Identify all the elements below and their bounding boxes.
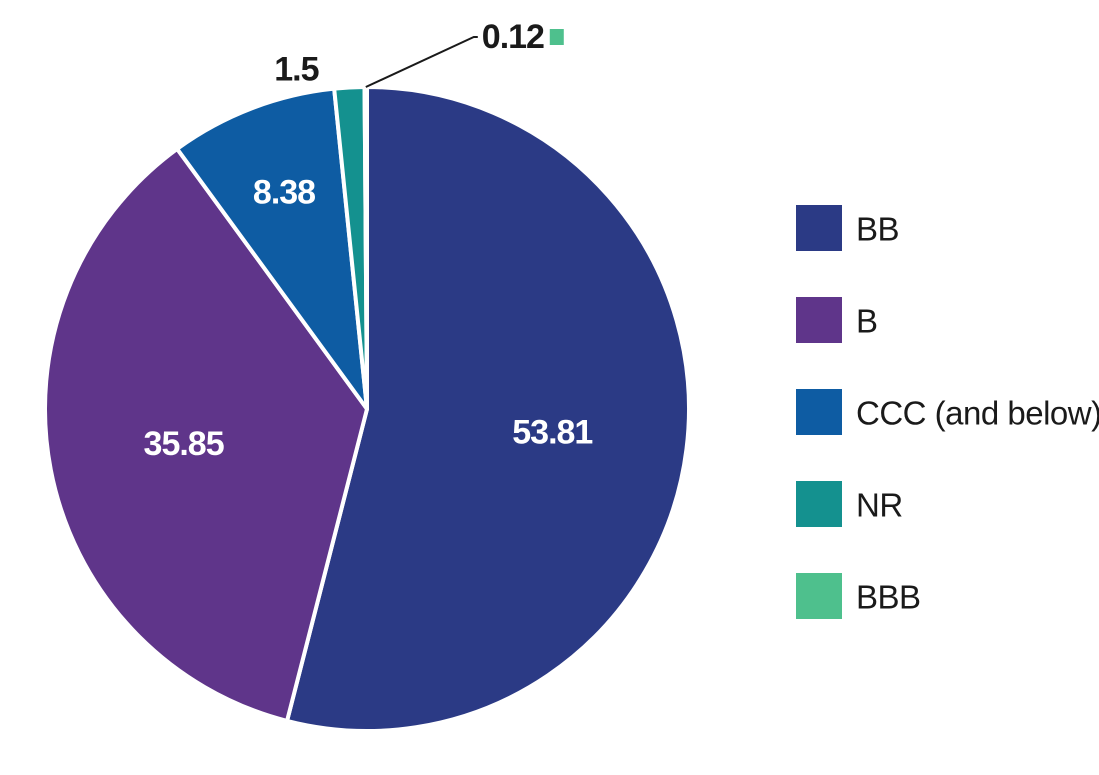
legend-label-bb: BB — [856, 211, 899, 248]
callout-swatch-bbb — [549, 29, 564, 45]
legend-item-bbb: BBB — [796, 573, 921, 619]
callout-line-bbb — [365, 36, 478, 88]
legend-item-b: B — [796, 297, 878, 343]
legend-item-ccc-and-below: CCC (and below) — [796, 389, 1099, 435]
legend-label-bbb: BBB — [856, 579, 921, 616]
pie-slice-ccc-and-below — [175, 86, 369, 411]
legend-label-ccc-and-below: CCC (and below) — [856, 395, 1099, 432]
legend-swatch-ccc-and-below — [796, 389, 842, 435]
legend-swatch-b — [796, 297, 842, 343]
slice-label-nr: 1.5 — [274, 51, 318, 89]
slice-label-bb: 53.81 — [512, 413, 592, 451]
legend-label-b: B — [856, 303, 878, 340]
slice-label-b: 35.85 — [144, 425, 224, 463]
legend-item-nr: NR — [796, 481, 903, 527]
pie-slice-bb — [285, 85, 691, 733]
pie-slice-b — [43, 146, 369, 723]
pie-slices — [43, 85, 691, 733]
legend-swatch-bbb — [796, 573, 842, 619]
legend-swatch-nr — [796, 481, 842, 527]
slice-label-bbb: 0.12 — [482, 18, 544, 56]
legend-label-nr: NR — [856, 487, 903, 524]
pie-slice-bbb — [362, 85, 369, 411]
legend-swatch-bb — [796, 205, 842, 251]
pie-slice-labels: 53.81 35.85 8.38 1.5 0.12 — [144, 18, 594, 463]
slice-label-ccc-and-below: 8.38 — [253, 174, 315, 212]
legend-item-bb: BB — [796, 205, 900, 251]
